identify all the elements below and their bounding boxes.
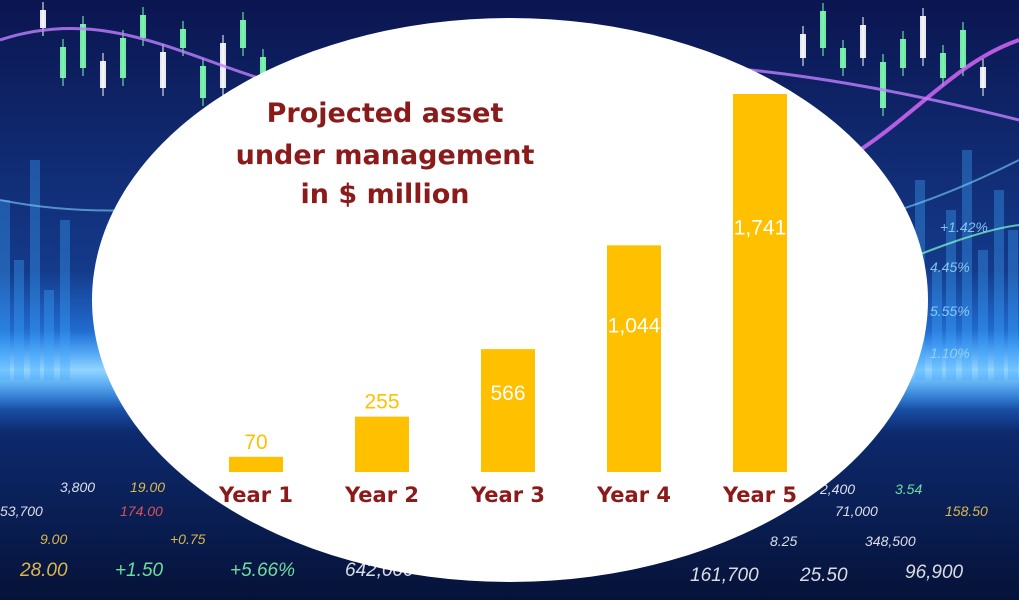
background-bar [14,260,24,380]
ticker-number: 174.00 [120,503,163,519]
ticker-number: 53,700 [0,503,43,519]
ticker-number: 25.50 [799,565,848,586]
chart-title-line-1: Projected asset [266,98,504,129]
background-candle [900,31,906,76]
bar-2 [355,416,409,472]
ticker-number: 3,800 [60,479,95,495]
background-candle [820,3,826,56]
background-bar [946,210,956,380]
chart-oval-panel [92,18,928,582]
background-bar [30,160,40,380]
background-candle [920,8,926,66]
background-candle [880,54,886,116]
ticker-number: 96,900 [905,562,964,583]
bar-5 [733,94,787,472]
category-label-4: Year 4 [596,483,671,507]
background-bar [978,250,988,380]
ticker-number: 161,700 [690,565,759,586]
ticker-number: 9.00 [40,531,67,547]
category-label-5: Year 5 [722,483,797,507]
background-bar [60,220,70,380]
background-candle [240,12,246,56]
background-candle [160,44,166,96]
chart-title-line-3: in $ million [300,179,470,210]
ticker-number: 4.45% [930,259,970,275]
ticker-number: 28.00 [19,560,68,581]
data-label-2: 255 [364,391,399,414]
background-bar [994,190,1004,380]
ticker-number: +5.66% [230,560,295,581]
background-candle [80,16,86,76]
background-candle [100,53,106,96]
background-candle [200,58,206,106]
chart-title-line-2: under management [235,140,535,171]
ticker-number: 71,000 [835,503,878,519]
background-candle [60,39,66,86]
data-label-5: 1,741 [734,216,787,239]
ticker-number: 8.25 [770,533,797,549]
bar-1 [229,456,283,472]
ticker-number: 3.54 [895,481,922,497]
data-label-3: 566 [490,382,525,405]
ticker-number: 2,400 [819,481,855,497]
bar-4 [607,245,661,472]
background-candle [120,30,126,86]
ticker-number: 158.50 [945,503,988,519]
ticker-number: +0.75 [170,531,206,547]
ticker-number: +1.50 [115,560,164,581]
ticker-number: 19.00 [130,479,165,495]
category-label-2: Year 2 [344,483,419,507]
background-bar [0,200,10,380]
background-candle [840,40,846,76]
background-candle [940,45,946,86]
bar-3 [481,349,535,472]
data-label-4: 1,044 [608,315,661,338]
background-wave-3 [858,38,1019,152]
category-label-3: Year 3 [470,483,545,507]
ticker-number: 1.10% [930,345,970,361]
background-bar [932,270,942,380]
category-label-1: Year 1 [218,483,293,507]
background-candle [980,59,986,96]
background-candle [960,22,966,76]
background-bar [1008,230,1018,380]
ticker-number: 5.55% [930,303,970,319]
ticker-number: 348,500 [865,533,916,549]
background-bar [962,150,972,380]
ticker-number: +1.42% [940,219,988,235]
background-bar [44,290,54,380]
background-candle [860,17,866,66]
background-candle [800,26,806,66]
data-label-1: 70 [244,431,267,454]
